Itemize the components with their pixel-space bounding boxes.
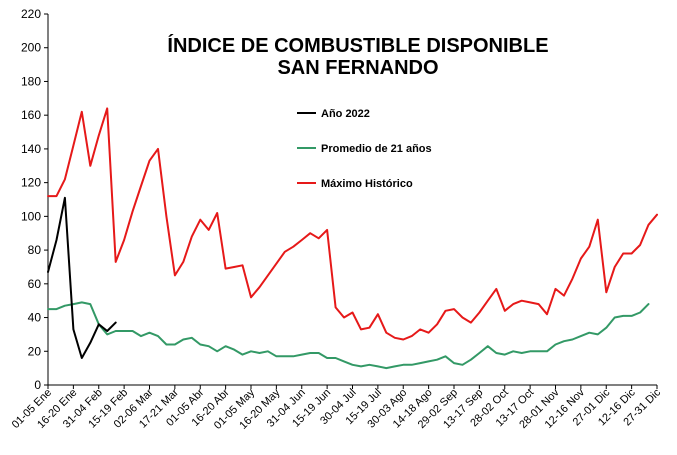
legend-label: Año 2022: [321, 108, 370, 120]
legend-entry-ano-2022: Año 2022: [297, 108, 370, 120]
series-line-ano-2022: [47, 196, 117, 359]
series-layer: [47, 107, 658, 370]
legend-label: Máximo Histórico: [321, 178, 413, 190]
legend-entry-promedio-21-anos: Promedio de 21 años: [297, 143, 432, 155]
chart-title-line-2: SAN FERNANDO: [277, 57, 438, 79]
y-tick-label: 200: [21, 41, 41, 55]
y-tick-label: 0: [34, 378, 41, 392]
series-line-maximo-historico: [47, 107, 658, 341]
y-tick-label: 120: [21, 176, 41, 190]
chart-title-line-1: ÍNDICE DE COMBUSTIBLE DISPONIBLE: [167, 34, 548, 57]
y-tick-label: 160: [21, 108, 41, 122]
y-tick-label: 100: [21, 209, 41, 223]
y-tick-label: 140: [21, 142, 41, 156]
y-tick-label: 60: [28, 277, 42, 291]
y-tick-label: 180: [21, 74, 41, 88]
y-tick-label: 20: [28, 344, 42, 358]
y-tick-label: 220: [21, 7, 41, 21]
legend-label: Promedio de 21 años: [321, 143, 432, 155]
series-line-promedio-21-anos: [47, 301, 650, 370]
legend: Año 2022 Promedio de 21 años Máximo Histór…: [297, 108, 432, 190]
legend-entry-maximo-historico: Máximo Histórico: [297, 178, 413, 190]
y-tick-label: 80: [28, 243, 42, 257]
y-tick-label: 40: [28, 311, 42, 325]
